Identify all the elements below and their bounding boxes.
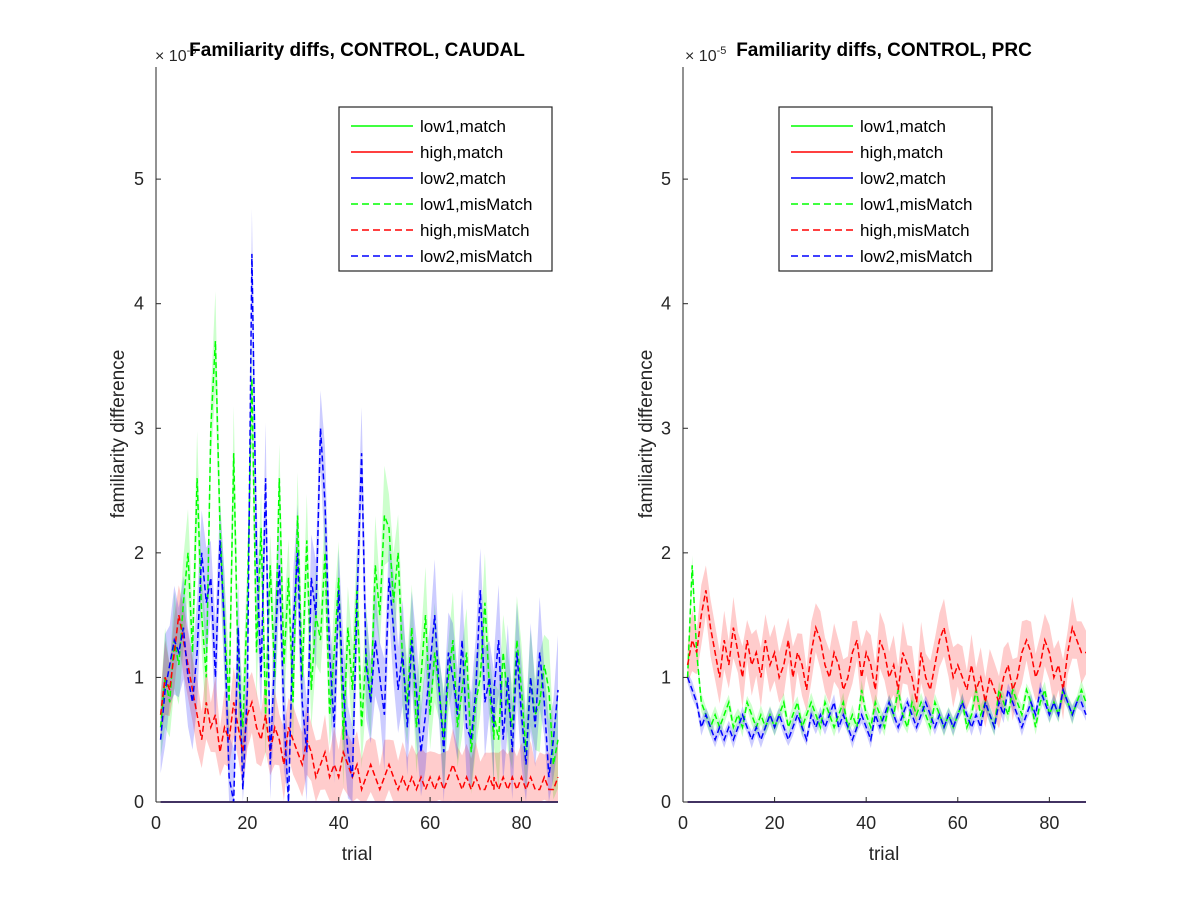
x-tick-label: 60: [948, 813, 968, 833]
y-axis-label: familiarity difference: [636, 350, 657, 519]
legend-entry: low2,match: [420, 169, 506, 188]
y-tick-label: 4: [134, 294, 144, 314]
legend-entry: low2,misMatch: [420, 247, 532, 266]
ticks-prc: 0 20 40 60 80 0 1 2 3 4 5: [661, 169, 1059, 833]
legend-entry: high,misMatch: [420, 221, 530, 240]
panel-caudal: 0 20 40 60 80 0 1 2 3 4 5 × 10-5 Familiarity diffs…: [108, 40, 559, 865]
x-axis-label: trial: [869, 844, 900, 865]
series-line-high-mismatch: [159, 614, 559, 793]
series-line-low2-mismatch: [686, 677, 1087, 743]
series-line-low2-mismatch: [159, 253, 559, 803]
exponent-label: × 10-5: [155, 45, 196, 65]
x-axis-label: trial: [342, 844, 373, 865]
error-band-high-mismatch: [687, 565, 1086, 729]
legend-entry: low2,match: [860, 169, 946, 188]
y-tick-label: 2: [134, 543, 144, 563]
series-line-low1-mismatch: [159, 341, 559, 765]
y-tick-label: 1: [661, 667, 671, 687]
legend-caudal: low1,match high,match low2,match low1,misMa…: [338, 106, 553, 272]
legend-entry: low1,match: [860, 117, 946, 136]
legend-entry: low1,misMatch: [420, 195, 532, 214]
y-tick-label: 3: [661, 418, 671, 438]
y-axis-label: familiarity difference: [108, 350, 129, 519]
axes-caudal: [155, 67, 558, 803]
x-tick-label: 40: [329, 813, 349, 833]
panel-prc: 0 20 40 60 80 0 1 2 3 4 5 × 10-5 Familiarity diffs…: [636, 40, 1087, 865]
x-tick-label: 80: [511, 813, 531, 833]
x-tick-label: 20: [237, 813, 257, 833]
legend-entry: high,match: [860, 143, 943, 162]
y-tick-label: 3: [134, 418, 144, 438]
y-tick-label: 4: [661, 294, 671, 314]
exponent-label: × 10-5: [685, 45, 726, 65]
y-tick-label: 5: [661, 169, 671, 189]
legend-entry: low1,match: [420, 117, 506, 136]
x-tick-label: 40: [856, 813, 876, 833]
legend-box: [338, 106, 553, 272]
legend-prc: low1,match high,match low2,match low1,misMa…: [778, 106, 993, 272]
legend-entry: high,match: [420, 143, 503, 162]
x-tick-label: 0: [151, 813, 161, 833]
axes-prc: [682, 67, 1086, 803]
chart-title: Familiarity diffs, CONTROL, CAUDAL: [189, 40, 525, 61]
error-band-high-mismatch: [160, 585, 558, 802]
legend-entry: high,misMatch: [860, 221, 970, 240]
series-line-high-mismatch: [686, 590, 1086, 706]
x-tick-label: 20: [765, 813, 785, 833]
chart-title: Familiarity diffs, CONTROL, PRC: [736, 40, 1032, 61]
y-tick-label: 0: [661, 792, 671, 812]
y-tick-label: 1: [134, 667, 144, 687]
error-band-low1-mismatch: [160, 291, 558, 800]
legend-entry: low2,misMatch: [860, 247, 972, 266]
x-tick-label: 80: [1039, 813, 1059, 833]
ticks-caudal: 0 20 40 60 80 0 1 2 3 4 5: [134, 169, 531, 833]
legend-entry: low1,misMatch: [860, 195, 972, 214]
x-tick-label: 60: [420, 813, 440, 833]
y-tick-label: 5: [134, 169, 144, 189]
y-tick-label: 0: [134, 792, 144, 812]
series-line-low1-mismatch: [686, 565, 1087, 731]
y-tick-label: 2: [661, 543, 671, 563]
x-tick-label: 0: [678, 813, 688, 833]
legend-box: [778, 106, 993, 272]
